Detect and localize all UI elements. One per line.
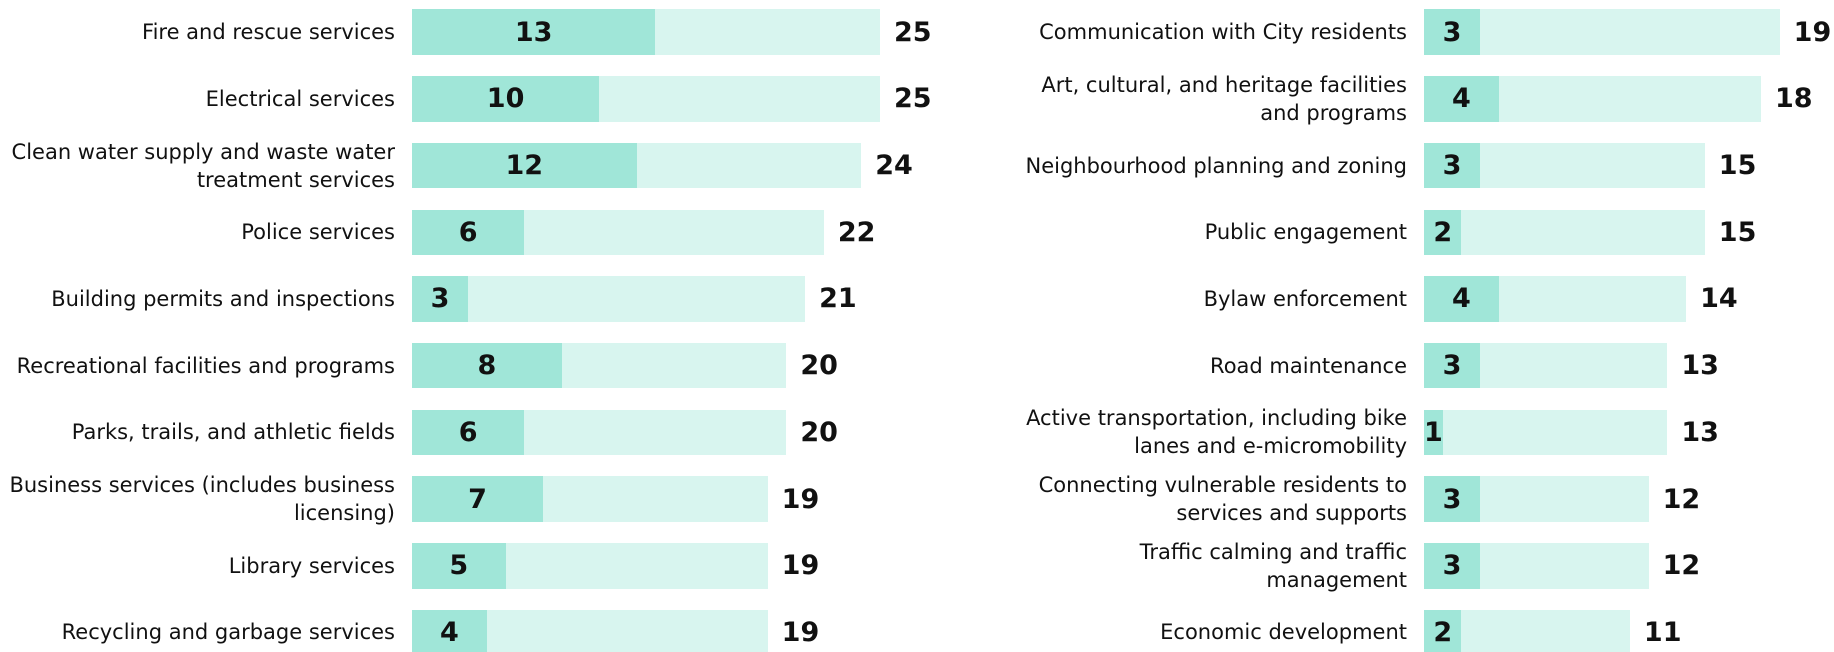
segment-label: 3 bbox=[1442, 16, 1462, 48]
total-label: 21 bbox=[819, 283, 857, 315]
total-label: 15 bbox=[1718, 150, 1757, 182]
total-bar bbox=[412, 276, 806, 322]
category-label: Library services bbox=[228, 553, 395, 578]
total-label: 25 bbox=[894, 83, 932, 115]
segment-bar bbox=[1424, 276, 1499, 322]
category-label: Parks, trails, and athletic fields bbox=[71, 420, 395, 445]
category-label: Bylaw enforcement bbox=[1203, 286, 1407, 311]
category-label: Police services bbox=[241, 220, 395, 245]
segment-label: 12 bbox=[505, 150, 544, 182]
segment-label: 2 bbox=[1433, 216, 1453, 248]
segment-label: 5 bbox=[449, 550, 469, 582]
total-label: 22 bbox=[837, 216, 876, 248]
category-label: Recreational facilities and programs bbox=[16, 353, 395, 378]
category-label: Building permits and inspections bbox=[51, 286, 395, 311]
segment-label: 8 bbox=[477, 350, 497, 382]
category-label: Neighbourhood planning and zoning bbox=[1025, 153, 1407, 178]
total-label: 19 bbox=[781, 550, 820, 582]
total-label: 20 bbox=[800, 350, 838, 382]
segment-bar bbox=[412, 276, 469, 322]
segment-bar bbox=[412, 209, 525, 256]
segment-label: 3 bbox=[1442, 350, 1462, 382]
total-label: 12 bbox=[1662, 550, 1701, 582]
total-label: 14 bbox=[1700, 283, 1738, 315]
segment-bar bbox=[1424, 9, 1481, 55]
category-label: Recycling and garbage services bbox=[61, 620, 395, 645]
category-label: Road maintenance bbox=[1210, 353, 1407, 378]
total-label: 19 bbox=[781, 483, 820, 515]
total-label: 19 bbox=[781, 616, 820, 648]
category-label: Economic development bbox=[1160, 620, 1407, 645]
segment-label: 6 bbox=[458, 216, 478, 248]
segment-label: 3 bbox=[1442, 150, 1462, 182]
segment-label: 3 bbox=[430, 283, 450, 315]
category-label: Electrical services bbox=[205, 86, 395, 111]
segment-bar bbox=[412, 543, 506, 589]
segment-label: 13 bbox=[514, 16, 553, 48]
segment-label: 7 bbox=[468, 483, 487, 515]
segment-bar bbox=[1424, 543, 1481, 589]
segment-bar bbox=[1424, 209, 1462, 256]
total-label: 20 bbox=[800, 416, 838, 448]
total-bar bbox=[1424, 209, 1705, 256]
segment-bar bbox=[412, 76, 600, 122]
segment-bar bbox=[412, 9, 656, 55]
segment-bar bbox=[1424, 76, 1499, 122]
category-label: Clean water supply and waste water treat… bbox=[11, 139, 395, 192]
total-label: 15 bbox=[1718, 216, 1757, 248]
total-label: 24 bbox=[875, 150, 913, 182]
segment-label: 2 bbox=[1433, 616, 1453, 648]
segment-label: 3 bbox=[1442, 550, 1462, 582]
total-label: 13 bbox=[1681, 416, 1719, 448]
segment-label: 4 bbox=[440, 616, 459, 648]
segment-label: 10 bbox=[486, 83, 525, 115]
total-label: 11 bbox=[1643, 616, 1682, 648]
segment-label: 4 bbox=[1452, 83, 1471, 115]
category-label: Traffic calming and traffic management bbox=[1139, 539, 1407, 592]
segment-label: 3 bbox=[1442, 483, 1462, 515]
category-label: Connecting vulnerable residents to servi… bbox=[1038, 473, 1407, 526]
total-label: 13 bbox=[1681, 350, 1719, 382]
category-label: Communication with City residents bbox=[1039, 20, 1407, 45]
category-label: Fire and rescue services bbox=[142, 20, 395, 45]
segment-bar bbox=[412, 142, 637, 189]
category-label: Art, cultural, and heritage facilities a… bbox=[1041, 72, 1407, 125]
segment-bar bbox=[412, 409, 525, 456]
segment-bar bbox=[1424, 476, 1481, 522]
total-label: 19 bbox=[1793, 16, 1832, 48]
total-bar bbox=[1424, 9, 1780, 55]
total-bar bbox=[1424, 409, 1668, 456]
segment-label: 1 bbox=[1423, 416, 1443, 448]
segment-label: 6 bbox=[458, 416, 478, 448]
segment-bar bbox=[412, 476, 544, 522]
segment-bar bbox=[1424, 409, 1443, 456]
segment-bar bbox=[1424, 342, 1481, 389]
category-label: Business services (includes business lic… bbox=[9, 473, 395, 526]
total-label: 18 bbox=[1774, 83, 1813, 115]
segment-bar bbox=[1424, 142, 1481, 189]
segment-label: 4 bbox=[1452, 283, 1471, 315]
category-label: Public engagement bbox=[1204, 220, 1407, 245]
total-label: 12 bbox=[1662, 483, 1701, 515]
segment-bar bbox=[412, 342, 562, 389]
total-label: 25 bbox=[894, 16, 932, 48]
segment-bar bbox=[412, 609, 487, 652]
segment-bar bbox=[1424, 609, 1462, 652]
category-label: Active transportation, including bike la… bbox=[1026, 406, 1407, 459]
